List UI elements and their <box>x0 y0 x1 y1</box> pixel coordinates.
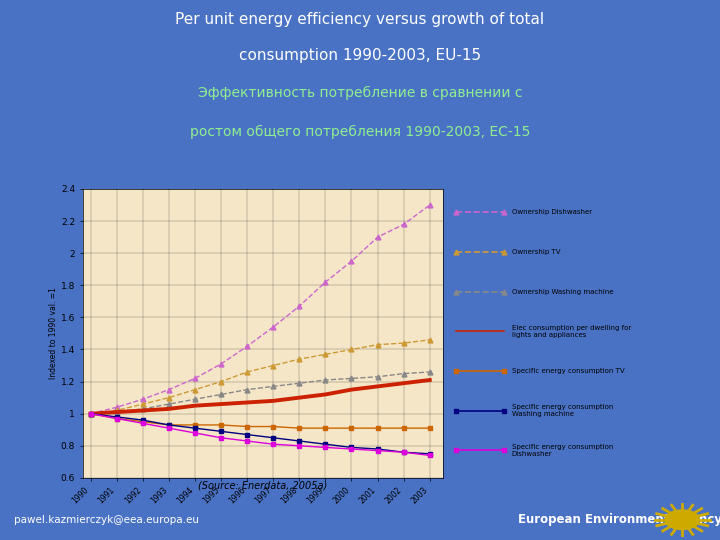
Text: Эффективность потребление в сравнении с: Эффективность потребление в сравнении с <box>198 86 522 100</box>
Y-axis label: Indexed to 1990 val. =1: Indexed to 1990 val. =1 <box>49 287 58 380</box>
Text: ростом общего потребления 1990-2003, ЕС-15: ростом общего потребления 1990-2003, ЕС-… <box>190 124 530 138</box>
Text: European Environment Agency: European Environment Agency <box>518 513 720 526</box>
Text: Specific energy consumption
Washing machine: Specific energy consumption Washing mach… <box>512 404 613 417</box>
Text: Ownership Washing machine: Ownership Washing machine <box>512 289 613 295</box>
Text: Per unit energy efficiency versus growth of total: Per unit energy efficiency versus growth… <box>176 12 544 27</box>
Text: Elec consumption per dwelling for
lights and appliances: Elec consumption per dwelling for lights… <box>512 325 631 338</box>
Text: (Source: Enerdata, 2005a): (Source: Enerdata, 2005a) <box>198 481 328 491</box>
Text: Specific energy consumption TV: Specific energy consumption TV <box>512 368 624 374</box>
Text: Specific energy consumption
Dishwasher: Specific energy consumption Dishwasher <box>512 444 613 457</box>
Text: consumption 1990-2003, EU-15: consumption 1990-2003, EU-15 <box>239 49 481 63</box>
Circle shape <box>665 510 699 530</box>
Text: pawel.kazmierczyk@eea.europa.eu: pawel.kazmierczyk@eea.europa.eu <box>14 515 199 525</box>
Text: Ownership Dishwasher: Ownership Dishwasher <box>512 210 592 215</box>
Text: Ownership TV: Ownership TV <box>512 249 560 255</box>
